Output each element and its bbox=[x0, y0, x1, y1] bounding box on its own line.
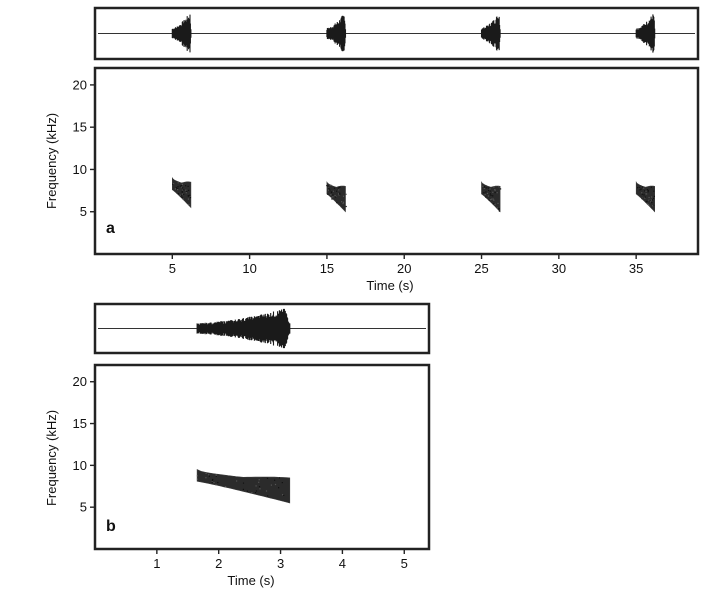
y-tick-label: 5 bbox=[80, 204, 87, 219]
spectrogram-a-x-ticks: 5 10 15 20 25 30 35 bbox=[169, 254, 643, 276]
x-tick-label: 20 bbox=[397, 261, 411, 276]
y-axis-label-b: Frequency (kHz) bbox=[44, 410, 59, 506]
call-mark bbox=[481, 181, 502, 213]
call-mark bbox=[635, 180, 655, 213]
y-tick-label: 10 bbox=[73, 162, 87, 177]
x-tick-label: 4 bbox=[339, 556, 346, 571]
spectrogram-a-y-ticks: 5 10 15 20 bbox=[73, 77, 95, 219]
oscillogram-burst bbox=[635, 14, 656, 53]
x-tick-label: 2 bbox=[215, 556, 222, 571]
x-axis-label-a: Time (s) bbox=[366, 278, 413, 293]
spectrogram-b-calls bbox=[196, 469, 291, 504]
x-tick-label: 30 bbox=[552, 261, 566, 276]
panel-a-letter: a bbox=[106, 220, 115, 237]
oscillogram-burst bbox=[171, 14, 192, 53]
x-tick-label: 35 bbox=[629, 261, 643, 276]
call-mark bbox=[196, 469, 291, 504]
oscillogram-burst bbox=[480, 16, 501, 51]
oscillogram-b-waveform bbox=[98, 308, 426, 349]
call-mark bbox=[172, 176, 192, 209]
oscillogram-burst bbox=[196, 308, 291, 349]
spectrogram-b-y-ticks: 5 10 15 20 bbox=[73, 374, 95, 515]
x-tick-label: 3 bbox=[277, 556, 284, 571]
spectrogram-b-frame bbox=[93, 363, 431, 551]
spectrogram-a-frame bbox=[93, 66, 700, 256]
call-mark bbox=[326, 181, 347, 213]
y-tick-label: 5 bbox=[80, 500, 87, 515]
panel-a: 5 10 15 20 25 30 35 5 10 15 20 a Time (s) Frequen… bbox=[44, 6, 700, 293]
spectrogram-b-x-ticks: 1 2 3 4 5 bbox=[153, 549, 408, 571]
y-tick-label: 10 bbox=[73, 458, 87, 473]
x-tick-label: 25 bbox=[474, 261, 488, 276]
panel-b: 1 2 3 4 5 5 10 15 20 b Time (s) Frequency (kHz) bbox=[44, 302, 431, 588]
x-tick-label: 15 bbox=[320, 261, 334, 276]
x-tick-label: 5 bbox=[169, 261, 176, 276]
oscillogram-burst bbox=[326, 15, 347, 52]
x-tick-label: 1 bbox=[153, 556, 160, 571]
y-axis-label-a: Frequency (kHz) bbox=[44, 113, 59, 209]
x-axis-label-b: Time (s) bbox=[227, 573, 274, 588]
panel-b-letter: b bbox=[106, 518, 116, 535]
y-tick-label: 15 bbox=[73, 416, 87, 431]
x-tick-label: 10 bbox=[242, 261, 256, 276]
y-tick-label: 20 bbox=[73, 374, 87, 389]
x-tick-label: 5 bbox=[401, 556, 408, 571]
y-tick-label: 20 bbox=[73, 77, 87, 92]
y-tick-label: 15 bbox=[73, 120, 87, 135]
oscillogram-a-waveform bbox=[98, 14, 695, 53]
spectrogram-a-calls bbox=[172, 176, 655, 213]
